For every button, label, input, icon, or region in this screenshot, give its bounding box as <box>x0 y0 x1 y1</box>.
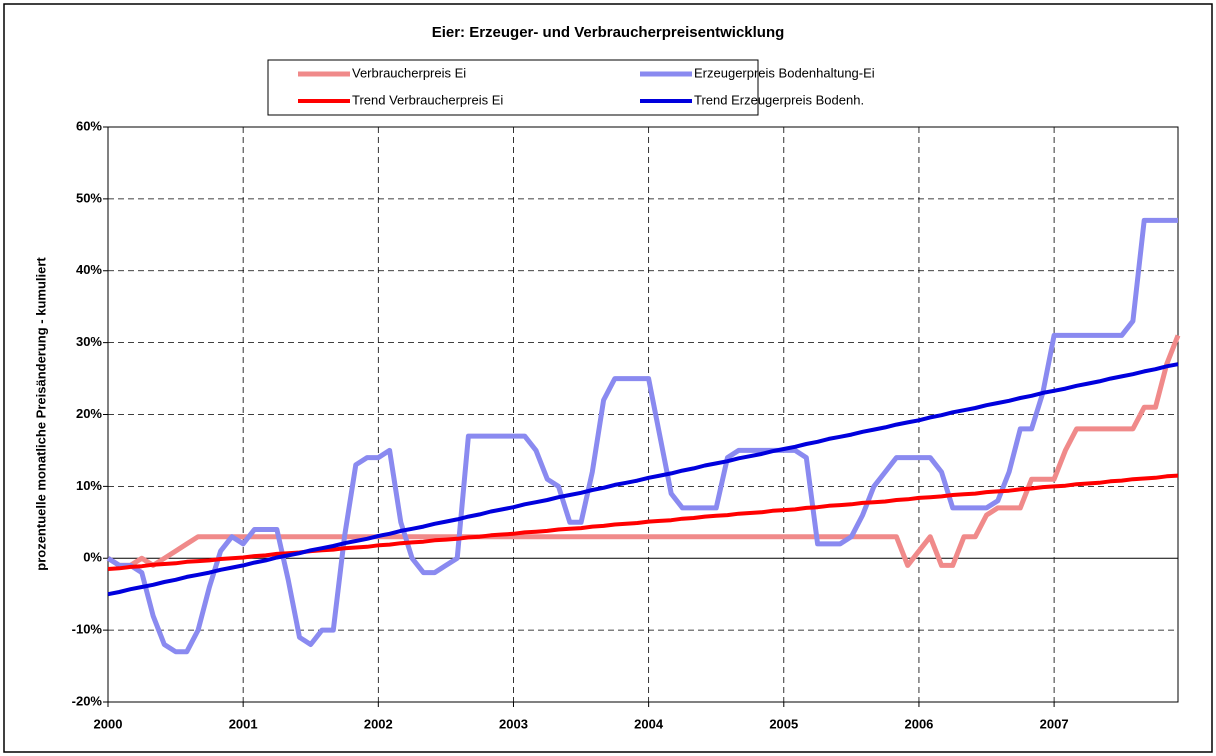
chart-title: Eier: Erzeuger- und Verbraucherpreisentw… <box>432 24 785 41</box>
series-line <box>106 334 1181 568</box>
y-tick-label: 0% <box>83 550 102 565</box>
x-tick-label: 2003 <box>499 716 528 731</box>
x-tick-label: 2001 <box>229 716 258 731</box>
legend-label: Trend Verbraucherpreis Ei <box>352 92 503 107</box>
x-tick-label: 2000 <box>94 716 123 731</box>
x-tick-label: 2007 <box>1040 716 1069 731</box>
y-tick-label: 20% <box>76 406 102 421</box>
x-tick-label: 2006 <box>904 716 933 731</box>
y-tick-label: 60% <box>76 118 102 133</box>
y-tick-label: 40% <box>76 262 102 277</box>
x-tick-label: 2004 <box>634 716 664 731</box>
y-tick-label: -20% <box>72 693 103 708</box>
y-axis-label: prozentuelle monatliche Preisänderung - … <box>33 257 48 571</box>
x-tick-label: 2005 <box>769 716 798 731</box>
legend-label: Trend Erzeugerpreis Bodenh. <box>694 92 864 107</box>
legend-label: Verbraucherpreis Ei <box>352 65 466 80</box>
y-tick-label: 50% <box>76 190 102 205</box>
y-tick-label: 10% <box>76 478 102 493</box>
x-tick-label: 2002 <box>364 716 393 731</box>
series-line <box>107 362 1179 597</box>
y-tick-label: 30% <box>76 334 102 349</box>
y-tick-label: -10% <box>72 622 103 637</box>
legend-label: Erzeugerpreis Bodenhaltung-Ei <box>694 65 875 80</box>
series-line <box>107 473 1179 571</box>
legend-box <box>267 59 759 116</box>
series-line <box>106 217 1178 655</box>
